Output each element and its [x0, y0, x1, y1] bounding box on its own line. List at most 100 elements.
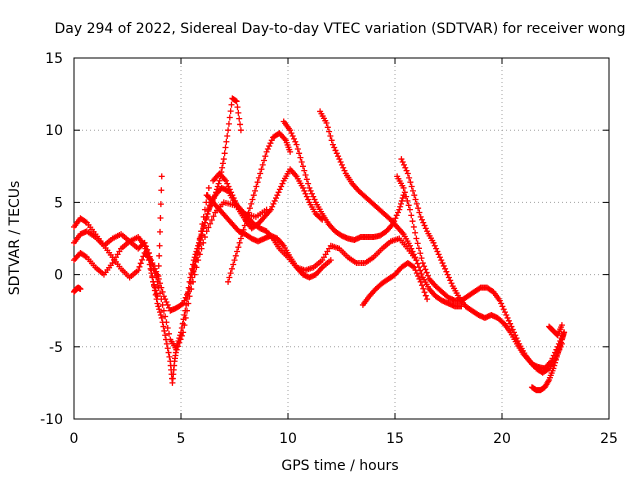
- data-point: [410, 251, 417, 258]
- data-point: [267, 206, 274, 213]
- data-point: [329, 141, 336, 148]
- data-point: [205, 206, 212, 213]
- x-axis-label: GPS time / hours: [281, 458, 398, 474]
- data-point: [219, 164, 226, 171]
- data-point: [228, 189, 235, 196]
- data-point: [327, 132, 334, 139]
- data-point: [418, 282, 425, 289]
- data-point: [292, 138, 299, 145]
- data-point: [418, 271, 425, 278]
- series-track-9: [210, 166, 326, 232]
- data-point: [303, 176, 310, 183]
- data-point: [189, 267, 196, 274]
- data-point: [201, 219, 208, 226]
- data-point: [163, 336, 170, 343]
- data-point: [153, 268, 160, 275]
- data-point: [553, 353, 560, 360]
- data-point: [253, 183, 260, 190]
- data-point: [157, 201, 164, 208]
- data-point: [245, 209, 252, 216]
- data-point: [423, 269, 430, 276]
- data-point: [267, 140, 274, 147]
- data-point: [237, 121, 244, 128]
- data-point: [158, 187, 165, 194]
- data-point: [137, 260, 144, 267]
- data-point: [404, 170, 411, 177]
- data-point: [158, 314, 165, 321]
- data-point: [234, 104, 241, 111]
- data-point: [397, 200, 404, 207]
- data-point: [270, 200, 277, 207]
- data-point: [404, 197, 411, 204]
- data-point: [195, 249, 202, 256]
- data-point: [301, 167, 308, 174]
- data-point: [184, 290, 191, 297]
- data-point: [220, 156, 227, 163]
- data-point: [447, 277, 454, 284]
- data-point: [196, 241, 203, 248]
- data-point: [157, 228, 164, 235]
- data-point: [225, 127, 232, 134]
- data-point: [421, 289, 428, 296]
- data-point: [416, 209, 423, 216]
- data-point: [177, 332, 184, 339]
- data-point: [150, 278, 157, 285]
- data-point: [248, 200, 255, 207]
- data-point: [166, 353, 173, 360]
- data-point: [221, 150, 228, 157]
- data-point: [406, 174, 413, 181]
- data-point: [261, 157, 268, 164]
- data-point: [236, 115, 243, 122]
- data-point: [424, 296, 431, 303]
- data-point: [152, 291, 159, 298]
- data-point: [160, 293, 167, 300]
- data-point: [155, 303, 162, 310]
- data-point: [205, 184, 212, 191]
- data-point: [166, 330, 173, 337]
- data-point: [412, 229, 419, 236]
- data-point: [415, 205, 422, 212]
- chart-title: Day 294 of 2022, Sidereal Day-to-day VTE…: [55, 21, 626, 37]
- data-point: [82, 218, 89, 225]
- data-point: [185, 284, 192, 291]
- data-point: [187, 274, 194, 281]
- data-point: [328, 137, 335, 144]
- data-point: [302, 171, 309, 178]
- data-point: [337, 158, 344, 165]
- data-point: [230, 261, 237, 268]
- data-point: [208, 217, 215, 224]
- data-point: [164, 345, 171, 352]
- data-point: [436, 254, 443, 261]
- data-point: [157, 214, 164, 221]
- data-point: [175, 338, 182, 345]
- x-tick-label: 0: [70, 431, 79, 447]
- data-point: [207, 220, 214, 227]
- data-point: [159, 288, 166, 295]
- data-point: [445, 274, 452, 281]
- data-point: [400, 184, 407, 191]
- data-point: [552, 359, 559, 366]
- data-point: [552, 356, 559, 363]
- data-point: [400, 161, 407, 168]
- data-point: [278, 183, 285, 190]
- data-point: [159, 301, 166, 308]
- data-point: [333, 150, 340, 157]
- data-point: [158, 173, 165, 180]
- data-point: [551, 362, 558, 369]
- data-point: [183, 301, 190, 308]
- data-point: [225, 278, 232, 285]
- data-point: [412, 254, 419, 261]
- series-track-5: [145, 95, 244, 386]
- data-point: [228, 101, 235, 108]
- data-point: [252, 187, 259, 194]
- series-track-7: [203, 192, 334, 281]
- data-point: [239, 231, 246, 238]
- x-tick-label: 5: [177, 431, 186, 447]
- data-point: [181, 312, 188, 319]
- data-point: [157, 309, 164, 316]
- data-point: [439, 260, 446, 267]
- data-point: [148, 267, 155, 274]
- data-point: [501, 309, 508, 316]
- data-point: [162, 296, 169, 303]
- data-point: [289, 132, 296, 139]
